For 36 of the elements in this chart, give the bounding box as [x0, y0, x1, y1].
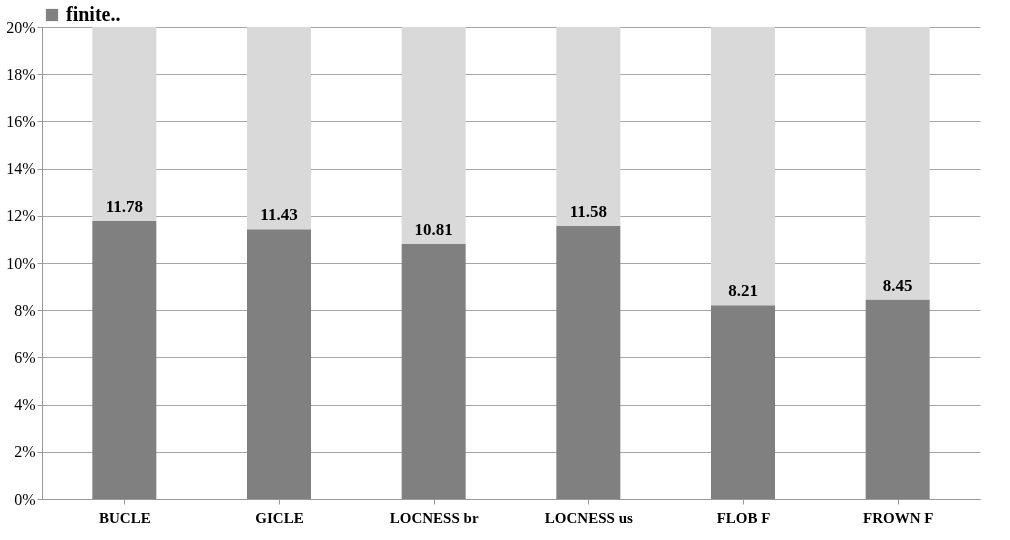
y-tick-label: 4%	[14, 396, 36, 414]
x-tick-label: FROWN F	[862, 509, 934, 526]
bar	[247, 229, 311, 499]
y-tick-label: 20%	[6, 18, 36, 36]
bar	[711, 305, 775, 499]
y-tick-label: 10%	[6, 254, 36, 272]
y-tick-label: 8%	[14, 301, 36, 319]
y-tick-label: 18%	[6, 65, 36, 83]
bar	[401, 243, 466, 499]
bar	[556, 27, 621, 226]
bar	[556, 225, 621, 499]
data-label: 11.43	[260, 205, 298, 225]
bar	[92, 27, 157, 221]
data-label: 11.78	[105, 196, 143, 216]
bar	[247, 27, 311, 230]
data-label: 8.45	[882, 275, 913, 295]
bar	[92, 220, 157, 499]
x-tick-label: FLOB F	[716, 509, 771, 526]
y-tick-label: 0%	[14, 490, 36, 508]
y-tick-label: 12%	[6, 207, 36, 225]
bar	[865, 299, 930, 499]
data-label: 11.58	[569, 201, 607, 221]
y-tick-label: 16%	[6, 112, 36, 130]
legend-label: finite..	[66, 3, 121, 25]
y-tick-label: 2%	[14, 443, 36, 461]
x-tick-label: LOCNESS us	[544, 509, 633, 526]
x-tick-label: LOCNESS br	[389, 509, 479, 526]
bar	[865, 27, 930, 300]
data-label: 8.21	[728, 281, 758, 301]
x-tick-label: BUCLE	[98, 509, 151, 526]
bar	[401, 27, 466, 244]
y-tick-label: 6%	[14, 348, 36, 366]
data-label: 10.81	[414, 219, 453, 239]
y-tick-label: 14%	[6, 160, 36, 178]
bar	[711, 27, 775, 306]
x-tick-label: GICLE	[255, 509, 304, 526]
